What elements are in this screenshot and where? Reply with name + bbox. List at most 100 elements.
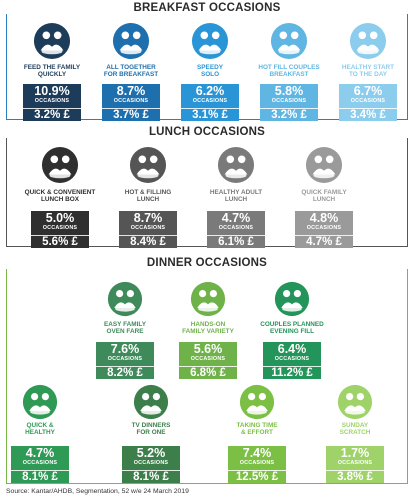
family-breakfast-icon	[33, 22, 71, 65]
occasion-share: 1.7%	[340, 446, 370, 460]
occasion-stat-box: 8.7% OCCASIONS 3.7% £	[102, 84, 160, 121]
occasion-label-line2: FOR ONE	[136, 429, 166, 437]
occasion-stat-box: 6.7% OCCASIONS 3.4% £	[339, 84, 397, 121]
occasion-label-line2: HEALTHY	[25, 429, 55, 437]
occasion-share: 4.7%	[25, 446, 55, 460]
occasion-label-line1: SUNDAY	[341, 422, 369, 429]
occasion-stat-box: 5.6% OCCASIONS 6.8% £	[179, 342, 237, 379]
spend-share: 8.1% £	[11, 470, 69, 483]
occasion-label-line2: LUNCH	[312, 196, 336, 204]
spend-share: 6.1% £	[207, 235, 265, 248]
occasion-label-line1: SPEEDY	[197, 64, 223, 71]
spend-share: 6.8% £	[179, 366, 237, 379]
occasion-label-line1: QUICK & CONVENIENT	[24, 189, 96, 196]
occasion-share: 5.6%	[193, 342, 223, 356]
occasion-label-line1: FEED THE FAMILY	[23, 64, 81, 71]
occasion-label: HEALTHY START TO THE DAY	[323, 64, 413, 79]
breakfast-title: BREAKFAST OCCASIONS	[0, 2, 414, 14]
healthy-start-icon	[349, 22, 387, 65]
occasions-caption: OCCASIONS	[306, 225, 342, 231]
occasion-label-line2: QUICKLY	[37, 71, 67, 79]
occasion-label-line1: TV DINNERS	[131, 422, 171, 429]
occasion-label-line2: LUNCH	[224, 196, 248, 204]
occasion-label-line1: HEALTHY ADULT	[209, 189, 263, 196]
occasion-stat-box: 7.4% OCCASIONS 12.5% £	[228, 446, 286, 483]
occasion-label-line1: HEALTHY START	[341, 64, 395, 71]
spend-share: 3.2% £	[23, 108, 81, 121]
family-lunch-icon	[305, 146, 343, 189]
occasion-label-line2: LUNCH	[136, 196, 160, 204]
occasion-label: EASY FAMILY OVEN FARE	[80, 321, 170, 336]
spend-share: 3.2% £	[260, 108, 318, 121]
occasion-stat-box: 7.6% OCCASIONS 8.2% £	[96, 342, 154, 379]
cooking-icon	[239, 384, 275, 425]
occasion-label: HOT & FILLING LUNCH	[103, 189, 193, 204]
occasion-label: HOT FILL COUPLES BREAKFAST	[244, 64, 334, 79]
occasion-label: SPEEDY SOLO	[165, 64, 255, 79]
occasion-stat-box: 6.4% OCCASIONS 11.2% £	[263, 342, 321, 379]
occasion-label-line1: TAKING TIME	[236, 422, 278, 429]
occasions-caption: OCCASIONS	[113, 98, 149, 104]
occasion-label-line2: SOLO	[200, 71, 220, 79]
occasion-share: 6.7%	[353, 84, 383, 98]
occasion-stat-box: 5.8% OCCASIONS 3.2% £	[260, 84, 318, 121]
occasion-label-line1: ALL TOGETHER	[106, 64, 156, 71]
oven-icon	[107, 281, 143, 322]
occasion-label: TAKING TIME & EFFORT	[212, 422, 302, 437]
occasion-label: QUICK FAMILY LUNCH	[279, 189, 369, 204]
occasion-share: 8.7%	[133, 211, 163, 225]
occasions-caption: OCCASIONS	[190, 356, 226, 362]
occasion-share: 5.2%	[136, 446, 166, 460]
spend-share: 3.1% £	[181, 108, 239, 121]
occasions-caption: OCCASIONS	[239, 460, 275, 466]
occasion-label-line2: FOR BREAKFAST	[103, 71, 159, 79]
occasion-label-line2: TO THE DAY	[349, 71, 387, 79]
spend-share: 4.7% £	[295, 235, 353, 248]
occasions-caption: OCCASIONS	[337, 460, 373, 466]
occasion-label: COUPLES PLANNED EVENING FILL	[247, 321, 337, 336]
occasion-stat-box: 4.7% OCCASIONS 8.1% £	[11, 446, 69, 483]
occasion-label-line1: EASY FAMILY	[104, 321, 146, 328]
spend-share: 8.4% £	[119, 235, 177, 248]
family-variety-icon	[190, 281, 226, 322]
spend-share: 3.4% £	[339, 108, 397, 121]
family-together-icon	[112, 22, 150, 65]
occasion-label-line2: OVEN FARE	[106, 328, 144, 336]
occasions-caption: OCCASIONS	[350, 98, 386, 104]
occasion-share: 7.6%	[110, 342, 140, 356]
occasion-label: HEALTHY ADULT LUNCH	[191, 189, 281, 204]
occasion-label-line1: HOT & FILLING	[124, 189, 172, 196]
occasion-label: QUICK & HEALTHY	[0, 422, 85, 437]
spend-share: 5.6% £	[31, 235, 89, 248]
spend-share: 8.2% £	[96, 366, 154, 379]
occasion-label-line1: QUICK &	[26, 422, 54, 429]
occasion-share: 10.9%	[34, 84, 70, 98]
occasion-share: 5.0%	[45, 211, 75, 225]
occasion-label: ALL TOGETHER FOR BREAKFAST	[86, 64, 176, 79]
couple-breakfast-icon	[270, 22, 308, 65]
healthy-adult-icon	[217, 146, 255, 189]
occasions-caption: OCCASIONS	[22, 460, 58, 466]
occasion-label-line2: & EFFORT	[241, 429, 273, 437]
occasion-stat-box: 8.7% OCCASIONS 8.4% £	[119, 211, 177, 248]
hot-lunch-icon	[129, 146, 167, 189]
occasions-caption: OCCASIONS	[133, 460, 169, 466]
occasion-label-line2: SCRATCH	[339, 429, 371, 437]
lunch-title-text: LUNCH OCCASIONS	[142, 126, 272, 138]
occasion-share: 6.2%	[195, 84, 225, 98]
occasion-share: 4.7%	[221, 211, 251, 225]
source-note: Source: Kantar/AHDB, Segmentation, 52 w/…	[6, 488, 189, 495]
occasion-stat-box: 5.0% OCCASIONS 5.6% £	[31, 211, 89, 248]
occasion-stat-box: 4.7% OCCASIONS 6.1% £	[207, 211, 265, 248]
occasion-stat-box: 1.7% OCCASIONS 3.8% £	[326, 446, 384, 483]
occasions-caption: OCCASIONS	[192, 98, 228, 104]
occasion-label-line1: HOT FILL COUPLES	[258, 64, 320, 71]
dinner-title-text: DINNER OCCASIONS	[140, 257, 274, 269]
occasion-label-line1: QUICK FAMILY	[301, 189, 347, 196]
lunch-box-icon	[41, 146, 79, 189]
quick-healthy-icon	[22, 384, 58, 425]
spend-share: 12.5% £	[228, 470, 286, 483]
occasions-caption: OCCASIONS	[271, 98, 307, 104]
occasion-label-line1: COUPLES PLANNED	[260, 321, 324, 328]
occasion-label: FEED THE FAMILY QUICKLY	[7, 64, 97, 79]
